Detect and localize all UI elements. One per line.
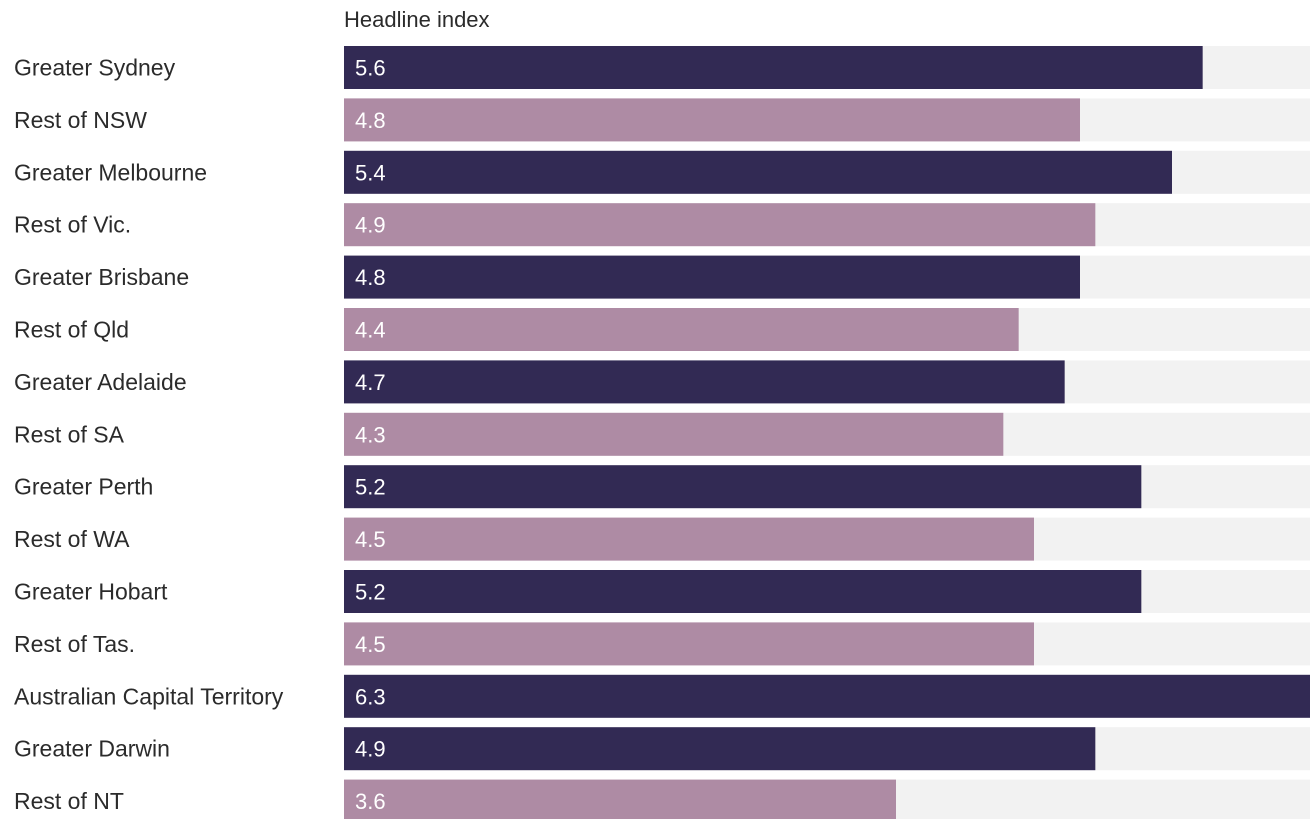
value-label: 4.9 [355,737,386,762]
bar [344,465,1142,509]
bar-row-rest-of-wa: Rest of WA 4.5 [14,517,1310,561]
category-label: Australian Capital Territory [14,683,284,709]
category-label: Rest of NT [14,788,124,814]
bar-row-rest-of-tas: Rest of Tas. 4.5 [14,622,1310,666]
category-label: Greater Sydney [14,55,176,81]
bar [344,150,1172,194]
bar [344,779,896,819]
value-label: 6.3 [355,684,386,709]
category-label: Greater Brisbane [14,264,189,290]
bar [344,674,1310,718]
value-label: 5.4 [355,160,386,185]
value-label: 4.3 [355,422,386,447]
value-label: 4.5 [355,632,386,657]
bar-row-greater-melbourne: Greater Melbourne 5.4 [14,150,1310,194]
bar-rows: Greater Sydney 5.6 Rest of NSW 4.8 Greater M… [14,46,1310,819]
bar [344,98,1080,142]
category-label: Rest of Vic. [14,212,131,238]
category-label: Rest of SA [14,421,125,447]
bar [344,308,1019,351]
category-label: Greater Adelaide [14,369,187,395]
category-label: Rest of WA [14,526,130,552]
bar [344,622,1034,666]
bar-row-greater-sydney: Greater Sydney 5.6 [14,46,1310,89]
category-label: Rest of Qld [14,317,129,343]
bar-row-greater-brisbane: Greater Brisbane 4.8 [14,255,1310,299]
bar-row-rest-of-sa: Rest of SA 4.3 [14,412,1310,456]
category-label: Rest of Tas. [14,631,135,657]
value-label: 4.8 [355,108,386,133]
category-label: Greater Melbourne [14,159,207,185]
column-header: Headline index [344,7,490,32]
bar-row-australian-capital-territory: Australian Capital Territory 6.3 [14,674,1310,718]
bar [344,255,1080,299]
bar-row-greater-darwin: Greater Darwin 4.9 [14,727,1310,771]
value-label: 4.5 [355,527,386,552]
value-label: 5.6 [355,56,386,81]
category-label: Greater Hobart [14,579,168,605]
bar-row-greater-perth: Greater Perth 5.2 [14,465,1310,509]
bar-row-rest-of-nsw: Rest of NSW 4.8 [14,98,1310,142]
value-label: 5.2 [355,580,386,605]
bar-row-rest-of-vic: Rest of Vic. 4.9 [14,203,1310,247]
value-label: 4.4 [355,318,386,343]
bar-row-rest-of-qld: Rest of Qld 4.4 [14,308,1310,351]
value-label: 4.7 [355,370,386,395]
value-label: 3.6 [355,789,386,814]
bar [344,517,1034,561]
value-label: 5.2 [355,475,386,500]
bar [344,727,1096,771]
bar [344,570,1142,613]
bar [344,203,1096,247]
bar [344,360,1065,404]
category-label: Greater Darwin [14,736,170,762]
value-label: 4.8 [355,265,386,290]
bar-row-greater-hobart: Greater Hobart 5.2 [14,570,1310,613]
bar-row-greater-adelaide: Greater Adelaide 4.7 [14,360,1310,404]
bar-row-rest-of-nt: Rest of NT 3.6 [14,779,1310,819]
category-label: Greater Perth [14,474,153,500]
value-label: 4.9 [355,213,386,238]
category-label: Rest of NSW [14,107,147,133]
bar [344,46,1203,89]
bar [344,412,1004,456]
